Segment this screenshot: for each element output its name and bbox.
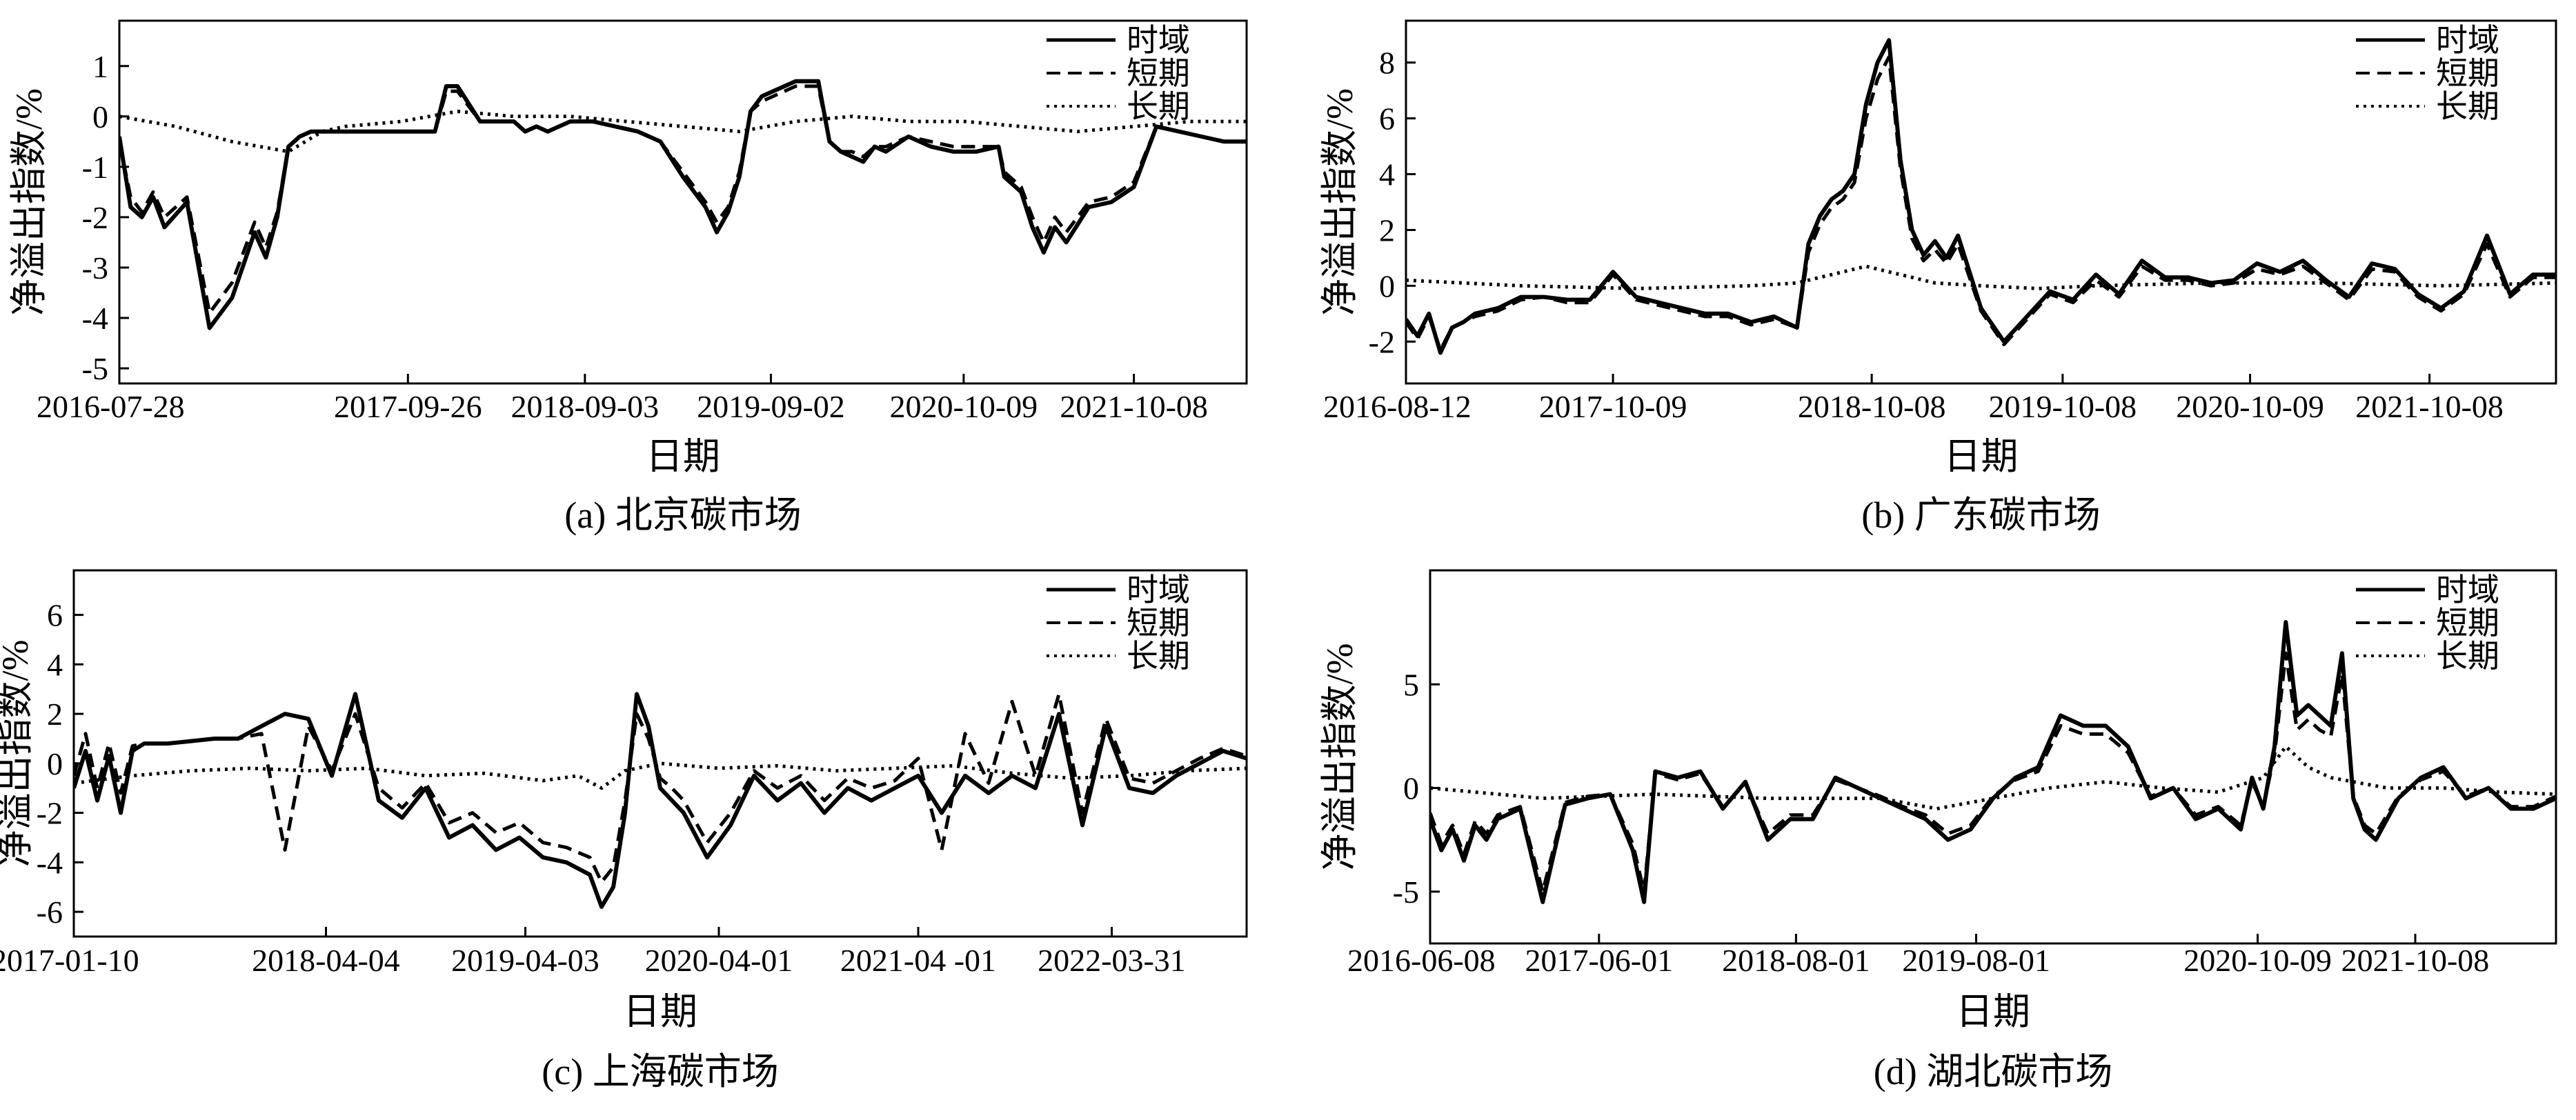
x-tick-label: 2019-09-02: [697, 389, 845, 424]
y-axis-title: 净溢出指数/%: [0, 640, 36, 868]
x-tick-label: 2016-06-08: [1347, 943, 1496, 978]
y-tick-label: 8: [1379, 46, 1395, 81]
y-tick-label: -5: [82, 351, 108, 386]
chart-panel-4: 5 0 -5 2016-06-08 2017-06-01 2018-08-01 2019-0…: [1319, 569, 2557, 1092]
y-tick-label: 5: [1403, 667, 1419, 702]
y-tick-label: 0: [1379, 268, 1395, 303]
chart-caption: (a) 北京碳市场: [564, 494, 801, 536]
series-group: [119, 79, 1247, 330]
legend-label: 长期: [2436, 639, 2499, 674]
y-tick-label: 0: [1403, 771, 1419, 806]
x-tick-label: 2021-10-08: [2355, 389, 2504, 424]
series-line-dashed: [119, 84, 1247, 315]
chart-caption: (b) 广东碳市场: [1861, 494, 2100, 536]
legend-label: 时域: [2436, 572, 2499, 608]
series-line-dashed: [1430, 651, 2556, 894]
x-tick-label: 2021-04 -01: [840, 943, 996, 978]
series-line-solid: [1430, 620, 2556, 904]
x-tick-label: 2018-04-04: [252, 943, 400, 978]
legend-label: 时域: [1127, 572, 1190, 608]
x-tick-label: 2018-10-08: [1798, 389, 1946, 424]
legend-label: 短期: [2436, 606, 2499, 641]
series-group: [74, 692, 1247, 909]
series-line-dotted: [1406, 264, 2556, 290]
x-tick-label: 2017-09-26: [334, 389, 482, 424]
y-tick-label: 6: [47, 598, 63, 633]
x-tick-label: 2018-09-03: [511, 389, 660, 424]
series-group: [1406, 38, 2556, 355]
x-tick-label: 2022-03-31: [1038, 943, 1186, 978]
y-tick-label: -2: [37, 796, 63, 831]
series-line-dashed: [1406, 55, 2556, 352]
x-tick-label: 2017-06-01: [1525, 943, 1673, 978]
x-tick-label: 2020-04-01: [645, 943, 793, 978]
y-tick-label: -5: [1393, 874, 1419, 910]
legend-label: 长期: [2436, 89, 2499, 124]
y-tick-label: -3: [82, 250, 108, 286]
chart-panel-2: 8 6 4 2 0 -2 2016-08-12 2017-10-09 2018-10-08 201…: [1319, 19, 2557, 536]
series-line-solid: [1406, 38, 2556, 355]
x-axis-title: 日期: [623, 991, 697, 1032]
legend-label: 时域: [2436, 23, 2499, 58]
series-line-dotted: [119, 110, 1247, 154]
y-tick-label: 2: [1379, 212, 1395, 248]
plot-frame: [118, 19, 1248, 385]
series-line-solid: [74, 692, 1247, 909]
y-tick-label: 4: [1379, 157, 1395, 192]
series-line-solid: [119, 79, 1247, 330]
x-tick-label: 2019-04-03: [451, 943, 600, 978]
legend-label: 长期: [1127, 639, 1190, 674]
legend-label: 短期: [1127, 56, 1190, 91]
x-axis-title: 日期: [1956, 991, 2030, 1032]
x-tick-label: 2020-10-09: [2183, 943, 2332, 978]
y-tick-label: 6: [1379, 101, 1395, 137]
x-tick-label: 2021-10-08: [1060, 389, 1208, 424]
y-tick-label: 1: [92, 49, 108, 84]
x-tick-label: 2020-10-09: [2176, 389, 2324, 424]
series-group: [1430, 620, 2556, 904]
x-tick-label: 2020-10-09: [890, 389, 1038, 424]
chart-caption: (d) 湖北碳市场: [1874, 1051, 2112, 1092]
x-axis-title: 日期: [1944, 436, 2019, 477]
y-tick-label: -6: [37, 894, 63, 930]
series-line-dotted: [1430, 745, 2556, 811]
x-tick-label: 2017-10-09: [1539, 389, 1687, 424]
legend-label: 长期: [1127, 89, 1190, 124]
legend-label: 时域: [1127, 23, 1190, 58]
y-tick-label: -2: [82, 200, 108, 235]
y-tick-label: -4: [82, 301, 108, 336]
chart-caption: (c) 上海碳市场: [542, 1051, 778, 1092]
y-axis-title: 净溢出指数/%: [1319, 88, 1360, 316]
x-tick-label: 2016-08-12: [1323, 389, 1472, 424]
x-tick-label: 2017-01-10: [0, 943, 139, 978]
y-tick-label: 0: [92, 99, 108, 134]
x-tick-label: 2019-10-08: [1989, 389, 2137, 424]
x-tick-label: 2021-10-08: [2341, 943, 2490, 978]
y-axis-title: 净溢出指数/%: [1319, 643, 1360, 871]
y-tick-label: -4: [37, 845, 63, 880]
x-tick-label: 2016-07-28: [37, 389, 185, 424]
plot-frame: [72, 569, 1248, 938]
x-tick-label: 2019-08-01: [1902, 943, 2050, 978]
plot-frame: [1429, 569, 2557, 945]
y-tick-label: 2: [47, 697, 63, 732]
chart-panel-3: 6 4 2 0 -2 -4 -6 2017-01-10 2018-04-04 2019-04-03…: [0, 569, 1248, 1092]
plot-frame: [1405, 19, 2557, 385]
legend-label: 短期: [1127, 606, 1190, 641]
legend-label: 短期: [2436, 56, 2499, 91]
y-tick-label: 4: [47, 647, 63, 682]
y-axis-title: 净溢出指数/%: [8, 88, 50, 316]
x-axis-title: 日期: [646, 436, 720, 477]
x-tick-label: 2018-08-01: [1722, 943, 1870, 978]
y-tick-label: -2: [1369, 324, 1395, 359]
y-tick-label: 0: [47, 746, 63, 781]
y-tick-label: -1: [82, 150, 108, 185]
series-line-dotted: [74, 761, 1247, 790]
